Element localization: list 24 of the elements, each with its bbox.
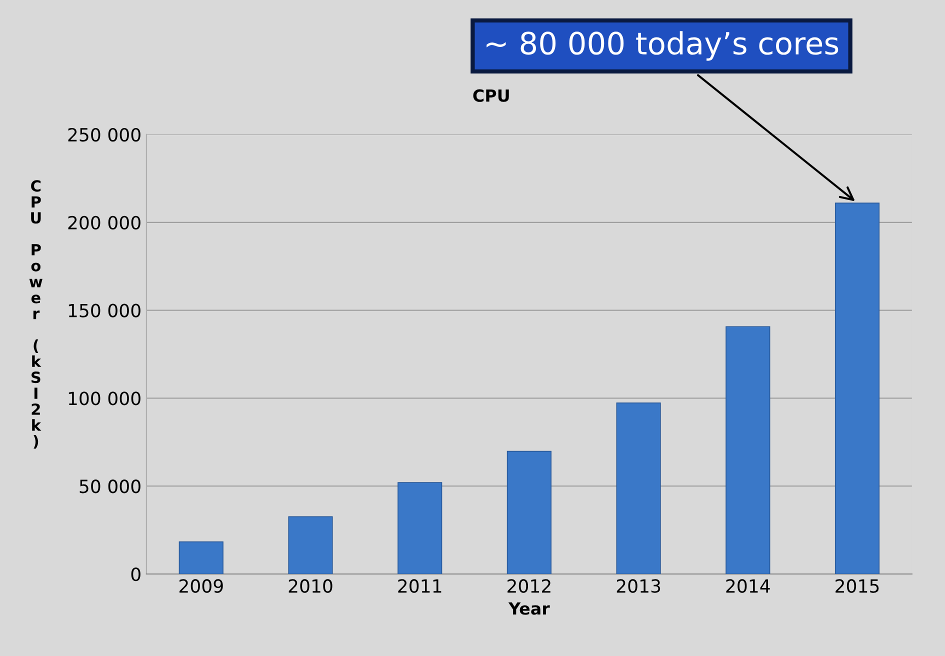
bar bbox=[178, 541, 224, 574]
x-tick-label: 2010 bbox=[288, 579, 332, 593]
x-tick-label: 2009 bbox=[179, 579, 223, 593]
y-tick-label: 100 000 bbox=[68, 392, 140, 406]
bar bbox=[398, 482, 442, 574]
text: CPU Power (kSI2k) bbox=[29, 180, 42, 449]
bar bbox=[506, 450, 552, 574]
x-tick-label: 2014 bbox=[726, 579, 770, 593]
x-tick-label: 2015 bbox=[836, 579, 879, 593]
x-tick-label: 2011 bbox=[398, 579, 442, 593]
y-tick-label: 0 bbox=[131, 567, 140, 582]
annotation: ~ 80 000 today’s cores bbox=[486, 31, 838, 61]
y-tick-label: 50 000 bbox=[80, 480, 140, 494]
bar bbox=[834, 202, 880, 574]
bar bbox=[288, 516, 333, 574]
bar bbox=[616, 402, 661, 574]
y-tick-label: 250 000 bbox=[68, 128, 140, 142]
x-tick-label: 2012 bbox=[508, 579, 550, 593]
bar bbox=[726, 326, 770, 574]
x-tick-label: 2013 bbox=[616, 579, 660, 593]
chart-title: CPU bbox=[473, 89, 509, 102]
y-tick-label: 150 000 bbox=[68, 304, 140, 318]
x-axis-title: Year bbox=[508, 602, 550, 615]
y-tick-label: 200 000 bbox=[68, 216, 140, 230]
